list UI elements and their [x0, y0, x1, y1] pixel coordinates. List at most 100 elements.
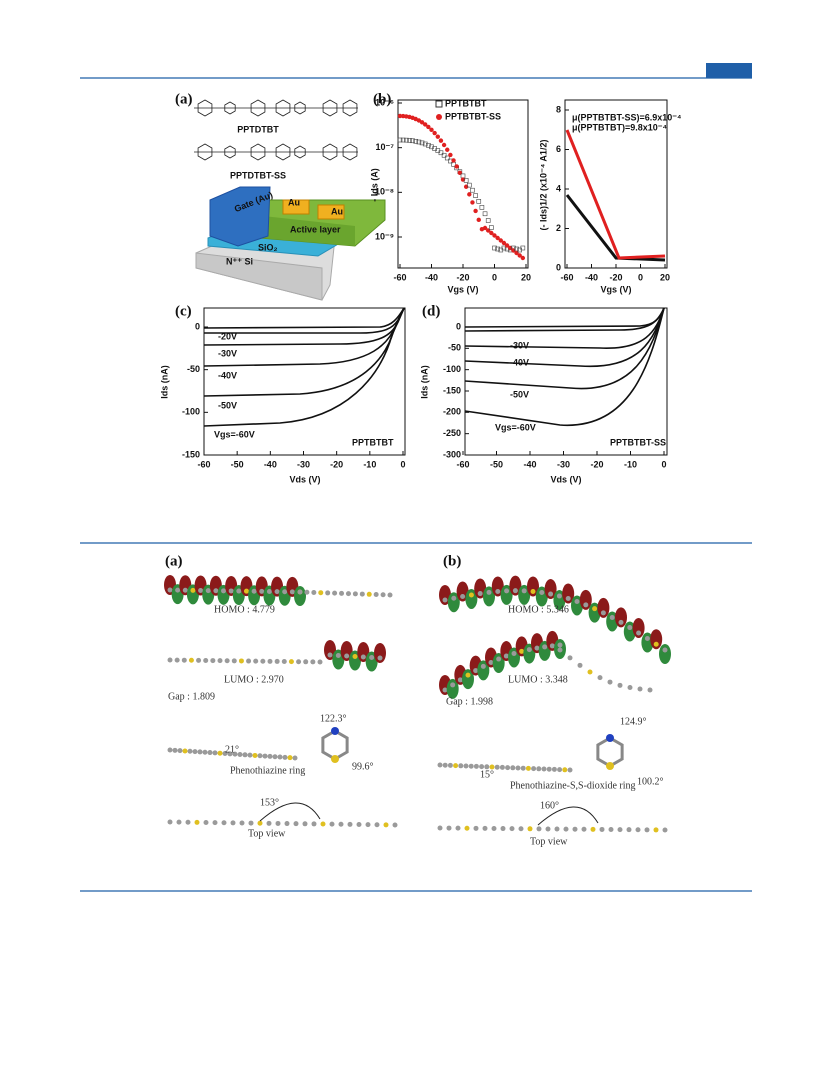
atom: [373, 592, 379, 598]
atom: [335, 653, 341, 658]
atom: [437, 762, 443, 768]
atom: [237, 751, 243, 757]
data-point: [473, 208, 478, 214]
data-point: [422, 141, 428, 147]
ring: [322, 143, 338, 161]
atom: [231, 658, 237, 664]
atom: [284, 821, 290, 827]
device-schematic: [195, 186, 386, 301]
atom: [637, 686, 643, 692]
x-tick-label: -60: [197, 459, 210, 469]
y-tick-label: 0: [456, 321, 461, 331]
orbital-label: LUMO : 2.970: [224, 674, 284, 685]
atom: [450, 682, 456, 688]
y-axis-label: (- Ids)1/2 (x10⁻⁴ A1/2): [538, 140, 548, 231]
x-tick-label: -50: [490, 459, 503, 469]
data-point: [413, 138, 419, 144]
structure-caption: Phenothiazine ring: [230, 765, 305, 776]
atom: [509, 826, 515, 832]
atom: [272, 754, 278, 760]
atom: [287, 755, 293, 761]
atom: [464, 825, 470, 831]
data-point: [495, 246, 500, 252]
atom: [369, 655, 375, 660]
ring: [197, 99, 213, 117]
atom: [227, 751, 233, 757]
atom: [266, 589, 272, 595]
y-tick-label: 10⁻⁹: [375, 231, 394, 241]
atom: [366, 591, 372, 597]
lobe: [632, 617, 645, 638]
atom: [267, 658, 273, 664]
atom: [567, 767, 573, 773]
atom: [455, 825, 461, 831]
ring: [224, 145, 236, 159]
y-tick-label: -100: [443, 364, 461, 374]
atom: [282, 754, 288, 760]
data-point: [485, 218, 491, 223]
atom: [182, 748, 188, 754]
orbital-label: HOMO : 4.779: [214, 604, 275, 615]
data-point: [489, 225, 494, 230]
atom: [238, 658, 244, 664]
atom: [453, 763, 459, 769]
data-point: [492, 233, 497, 238]
ring: [342, 143, 358, 161]
lobe: [447, 592, 460, 613]
atom: [549, 643, 555, 649]
atom: [518, 826, 524, 832]
atom: [556, 593, 562, 599]
y-tick-label: -50: [187, 364, 200, 374]
device-label: N⁺⁺ Si: [226, 256, 253, 266]
atom: [175, 587, 181, 593]
sample-name: PPTBTBT: [352, 437, 394, 447]
atom: [194, 819, 200, 825]
molecule-name: PPTDTBT-SS: [230, 170, 286, 180]
ring: [342, 99, 358, 117]
angle: 122.3°: [320, 713, 347, 724]
y-tick-label: 4: [556, 183, 561, 193]
atom: [212, 750, 218, 756]
atom: [468, 592, 474, 598]
x-tick-label: -20: [456, 272, 469, 282]
atom: [203, 657, 209, 663]
atom: [548, 591, 554, 597]
data-point: [416, 139, 422, 145]
lobe: [294, 586, 306, 606]
data-point: [444, 155, 450, 161]
atom: [338, 821, 344, 827]
x-tick-label: -40: [585, 272, 598, 282]
atom: [551, 766, 557, 772]
ring: [275, 143, 291, 161]
data-point: [426, 124, 431, 130]
atom: [327, 652, 333, 658]
x-tick-label: 0: [492, 272, 497, 282]
atom: [617, 827, 623, 833]
structure-caption: Top view: [530, 836, 568, 847]
atom: [262, 753, 268, 759]
atom: [577, 662, 583, 668]
atom: [536, 826, 542, 832]
atom: [292, 755, 298, 761]
x-tick-label: 0: [400, 459, 405, 469]
data-point: [451, 158, 456, 163]
atom: [359, 591, 365, 597]
angle: 124.9°: [620, 716, 647, 727]
atom: [446, 825, 452, 831]
atom: [486, 589, 492, 595]
atom: [239, 820, 245, 826]
atom: [325, 590, 331, 596]
y-tick-label: 8: [556, 104, 561, 114]
atom: [185, 819, 191, 825]
atom: [534, 645, 540, 651]
curve-label: Vgs=-60V: [214, 429, 255, 439]
atom: [653, 827, 659, 833]
atom: [297, 589, 303, 595]
atom: [494, 764, 500, 770]
atom: [303, 659, 309, 665]
data-point: [457, 170, 463, 175]
y-axis-label: Ids (nA): [159, 365, 169, 399]
atom: [296, 659, 302, 665]
atom: [196, 657, 202, 663]
x-axis-label: Vds (V): [289, 474, 320, 484]
